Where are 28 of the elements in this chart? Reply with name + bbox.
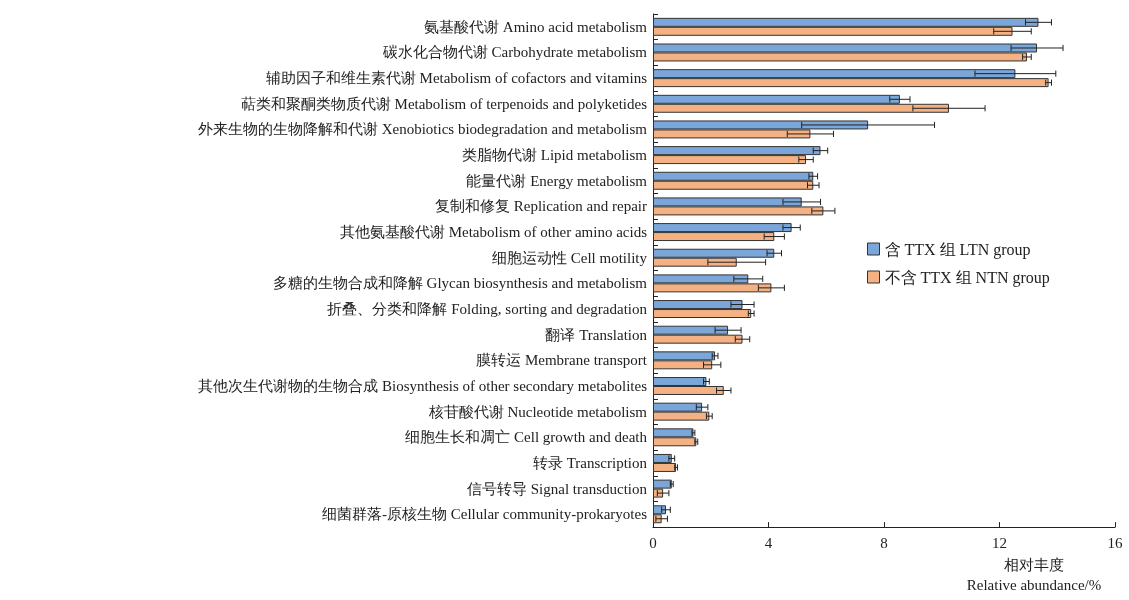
x-tick-label: 0: [649, 534, 657, 551]
y-tick-label: 细胞运动性 Cell motility: [491, 249, 648, 266]
y-tick-label: 核苷酸代谢 Nucleotide metabolism: [427, 403, 648, 420]
y-tick-label: 翻译 Translation: [545, 326, 648, 343]
legend-label: 含 TTX 组 LTN group: [884, 240, 1031, 259]
y-tick-label: 信号转导 Signal transduction: [467, 480, 648, 497]
y-tick-label: 转录 Transcription: [532, 454, 648, 471]
x-tick-label: 12: [992, 534, 1007, 551]
y-tick-label: 多糖的生物合成和降解 Glycan biosynthesis and metabolism: [272, 275, 648, 292]
y-tick-label: 复制和修复 Replication and repair: [434, 198, 647, 215]
y-tick-label: 辅助因子和维生素代谢 Metabolism of cofactors and vitamins: [265, 70, 648, 87]
x-axis-title: 相对丰度 Relative abundance/%: [966, 557, 1102, 593]
y-tick-label: 其他氨基酸代谢 Metabolism of other amino acids: [339, 224, 648, 241]
y-tick-label: 膜转运 Membrane transport: [476, 352, 648, 369]
y-tick-label: 折叠、分类和降解 Folding, sorting and degradation: [327, 301, 648, 318]
y-tick-label: 碳水化合物代谢 Carbohydrate metabolism: [381, 44, 648, 61]
y-tick-label: 能量代谢 Energy metabolism: [466, 172, 648, 189]
x-tick-label: 4: [764, 534, 773, 551]
y-tick-label: 细菌群落-原核生物 Cellular community-prokaryotes: [322, 506, 648, 523]
y-tick-label: 其他次生代谢物的生物合成 Biosynthesis of other secondary metabolites: [198, 378, 648, 394]
legend-label: 不含 TTX 组 NTN group: [884, 268, 1050, 287]
y-tick-label: 类脂物代谢 Lipid metabolism: [462, 147, 648, 164]
y-tick-label: 萜类和聚酮类物质代谢 Metabolism of terpenoids and polyketides: [240, 95, 648, 112]
y-tick-label: 细胞生长和凋亡 Cell growth and death: [405, 429, 648, 446]
x-tick-label: 8: [880, 534, 888, 551]
y-tick-label: 氨基酸代谢 Amino acid metabolism: [424, 18, 648, 35]
x-tick-label: 16: [1107, 534, 1123, 551]
y-tick-label: 外来生物的生物降解和代谢 Xenobiotics biodegradation and metabolism: [197, 121, 648, 138]
